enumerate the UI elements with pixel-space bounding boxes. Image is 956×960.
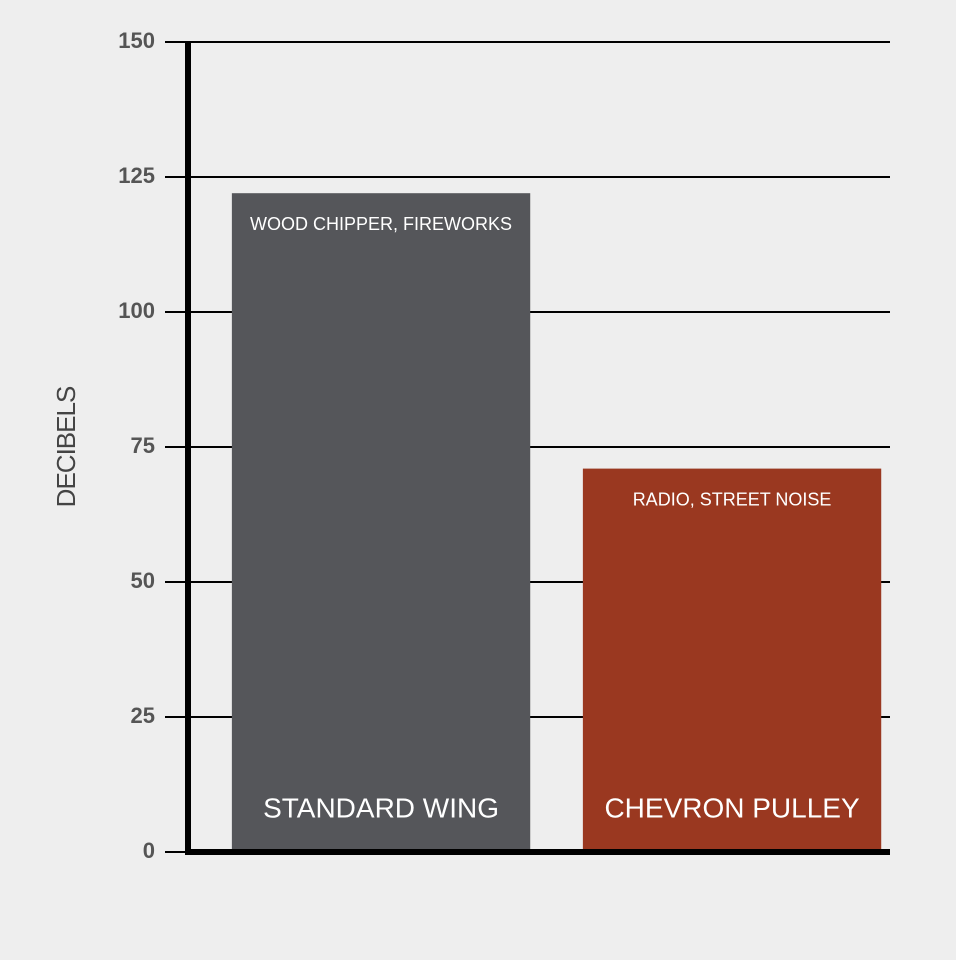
y-tick-label: 25 (131, 703, 155, 728)
bar-annotation: WOOD CHIPPER, FIREWORKS (250, 214, 512, 234)
bar (231, 193, 531, 852)
y-tick-label: 150 (118, 28, 155, 53)
y-tick-label: 75 (131, 433, 155, 458)
category-label: CHEVRON PULLEY (604, 792, 860, 823)
y-axis-label: DECIBELS (51, 386, 81, 507)
y-tick-label: 100 (118, 298, 155, 323)
y-tick-label: 125 (118, 163, 155, 188)
bar-annotation: RADIO, STREET NOISE (633, 489, 832, 509)
category-label: STANDARD WING (263, 792, 499, 823)
bar (582, 468, 882, 852)
y-tick-label: 0 (143, 838, 155, 863)
y-tick-label: 50 (131, 568, 155, 593)
